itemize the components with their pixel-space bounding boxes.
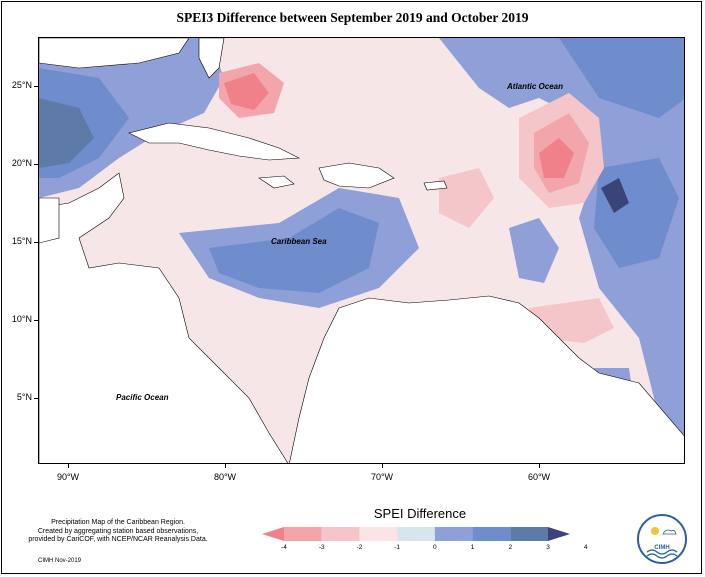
map-title: SPEI3 Difference between September 2019 … xyxy=(176,10,529,25)
y-tickmark xyxy=(34,320,38,321)
central-america-land xyxy=(39,172,289,463)
puerto-rico-land xyxy=(423,180,448,191)
y-tick-label: 15°N xyxy=(11,236,32,246)
x-tick-label: 80°W xyxy=(213,472,237,482)
legend-tick-label: -1 xyxy=(394,544,401,551)
legend-swatch xyxy=(472,527,511,541)
hispaniola-land xyxy=(318,162,395,189)
legend-title: SPEI Difference xyxy=(373,506,467,521)
legend-swatch xyxy=(321,527,360,541)
credit-text: CIMH Nov-2019 xyxy=(38,558,82,564)
gulf-coast-land xyxy=(39,38,190,69)
y-tickmark xyxy=(34,398,38,399)
south-america-land xyxy=(289,295,684,463)
map-caption: Precipitation Map of the Caribbean Regio… xyxy=(18,519,218,545)
y-tickmark xyxy=(34,242,38,243)
atlantic-blue-region xyxy=(439,38,684,462)
x-tick-label: 90°W xyxy=(56,472,80,482)
logo-text: CIMH xyxy=(654,545,670,551)
y-tick-label: 5°N xyxy=(16,392,32,402)
color-legend xyxy=(262,527,570,541)
x-tickmark xyxy=(539,464,540,468)
legend-swatch xyxy=(510,527,548,541)
x-tickmark xyxy=(225,464,226,468)
y-tick-label: 10°N xyxy=(11,314,32,324)
spei-field xyxy=(39,38,684,463)
legend-swatch xyxy=(397,527,435,541)
pacific-ocean-label: Pacific Ocean xyxy=(116,393,169,402)
x-tick-label: 70°W xyxy=(370,472,394,482)
cimh-logo-graphic xyxy=(646,527,678,559)
legend-swatch xyxy=(284,527,322,541)
cuba-land xyxy=(128,122,301,161)
map-panel xyxy=(38,37,685,464)
legend-swatch xyxy=(359,527,398,541)
jamaica-land xyxy=(258,175,295,189)
atlantic-ocean-label: Atlantic Ocean xyxy=(507,82,564,91)
y-tick-label: 20°N xyxy=(11,158,32,168)
y-tickmark xyxy=(34,86,38,87)
cimh-logo-icon: CIMH xyxy=(637,514,687,564)
y-tickmark xyxy=(34,164,38,165)
legend-tick-label: -2 xyxy=(356,544,363,551)
x-tick-label: 60°W xyxy=(527,472,551,482)
legend-tick-label: -3 xyxy=(318,544,325,551)
legend-swatch xyxy=(434,527,473,541)
legend-swatch-high xyxy=(548,527,570,541)
florida-land xyxy=(198,38,225,79)
legend-tick-label: 4 xyxy=(583,544,588,551)
legend-tick-label: -4 xyxy=(281,544,287,551)
x-tickmark xyxy=(382,464,383,468)
legend-swatch-low xyxy=(262,527,284,541)
legend-tick-label: 0 xyxy=(433,544,437,551)
caption-line: provided by CariCOF, with NCEP/NCAR Rean… xyxy=(28,536,208,543)
caption-line: Created by aggregating station based obs… xyxy=(37,527,199,535)
legend-tick-label: 1 xyxy=(470,544,475,551)
x-tickmark xyxy=(68,464,69,468)
legend-tick-label: 2 xyxy=(508,544,513,551)
y-tick-label: 25°N xyxy=(11,80,32,90)
caption-line: Precipitation Map of the Caribbean Regio… xyxy=(51,519,185,526)
legend-tick-label: 3 xyxy=(546,544,550,551)
caribbean-sea-label: Caribbean Sea xyxy=(271,237,327,246)
